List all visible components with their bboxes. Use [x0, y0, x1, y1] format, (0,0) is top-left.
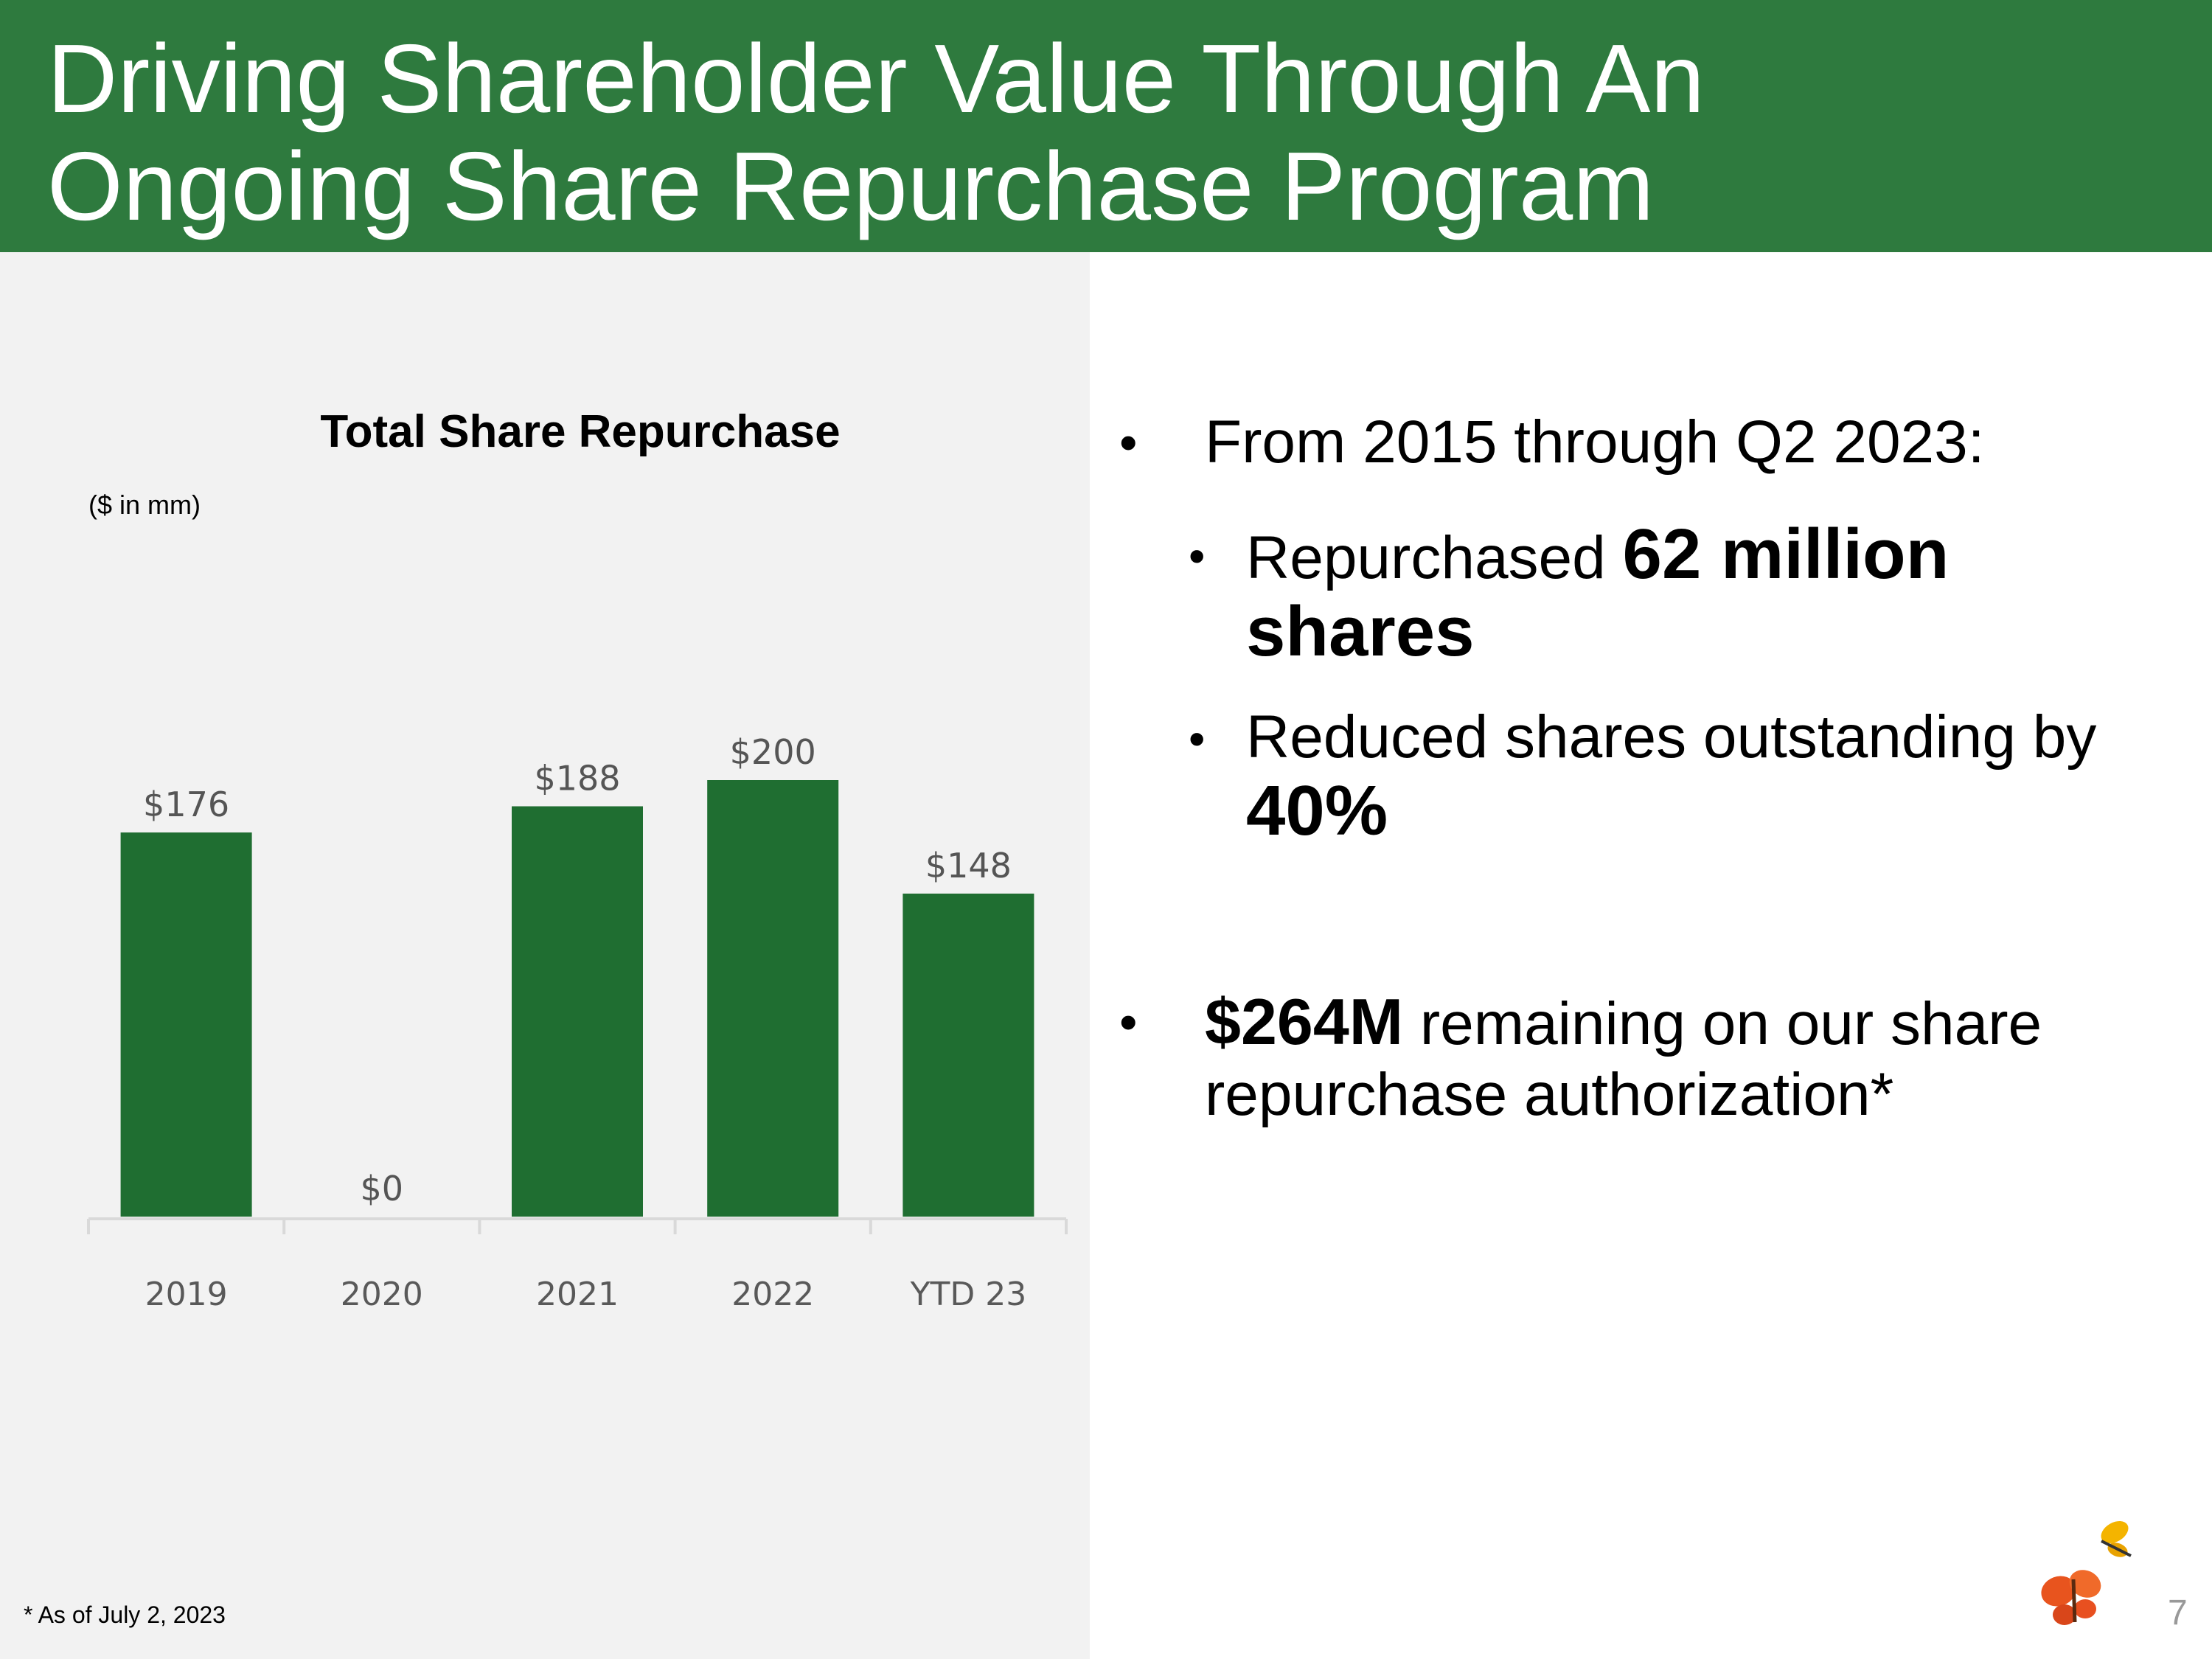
sub-bullet-repurchased-text: Repurchased 62 million shares [1246, 518, 2116, 672]
x-tick-label: 2019 [145, 1276, 228, 1313]
slide-title-line-2: Ongoing Share Repurchase Program [47, 132, 1655, 240]
bullet-remaining-text: $264M remaining on our share repurchase … [1205, 987, 2090, 1130]
x-tick-label: YTD 23 [910, 1276, 1027, 1313]
bar-value-label: $148 [925, 846, 1012, 886]
yellow-butterfly-icon [2101, 1520, 2132, 1557]
chart-units-label: ($ in mm) [88, 490, 201, 520]
sub-bullet-reduced-text: Reduced shares outstanding by 40% [1246, 700, 2116, 852]
repurchased-shares-value: 62 million shares [1246, 515, 1950, 671]
footnote: * As of July 2, 2023 [24, 1601, 226, 1628]
x-tick-label: 2021 [536, 1276, 619, 1313]
orange-butterfly-icon [2041, 1570, 2101, 1625]
bar-value-label: $0 [361, 1169, 404, 1208]
bullet-marker: • [1119, 993, 1138, 1051]
repurchased-prefix: Repurchased [1246, 524, 1623, 591]
remaining-amount-value: $264M [1205, 985, 1404, 1058]
butterfly-logo-icon [2041, 1520, 2132, 1625]
reduced-prefix: Reduced shares outstanding by [1246, 703, 2097, 771]
bar-value-label: $188 [534, 759, 620, 799]
bullet-period-text: From 2015 through Q2 2023: [1205, 408, 1985, 476]
bullet-marker: • [1119, 414, 1138, 471]
bar-value-label: $176 [143, 785, 229, 824]
chart-title: Total Share Repurchase [320, 406, 841, 457]
title-banner [0, 0, 2212, 252]
bar-2019 [120, 832, 252, 1217]
page-number: 7 [2168, 1593, 2188, 1632]
bar-2021 [512, 806, 643, 1217]
bar-value-label: $200 [730, 732, 816, 772]
bar-ytd-23 [902, 893, 1034, 1217]
slide-title-line-1: Driving Shareholder Value Through An [47, 24, 1705, 133]
sub-bullet-marker: • [1189, 712, 1206, 765]
sub-bullet-marker: • [1189, 529, 1206, 582]
bar-2022 [707, 780, 839, 1217]
reduced-percent-value: 40% [1246, 771, 1388, 850]
remaining-suffix: remaining on our share repurchase author… [1205, 990, 2042, 1128]
x-tick-label: 2020 [341, 1276, 423, 1313]
bar-chart: $176 2019 $0 2020 $188 2021 $200 2022 $148 YTD 23 [87, 732, 1068, 1313]
x-tick-label: 2022 [731, 1276, 814, 1313]
slide-title: Driving Shareholder Value Through An Ong… [47, 25, 2156, 240]
